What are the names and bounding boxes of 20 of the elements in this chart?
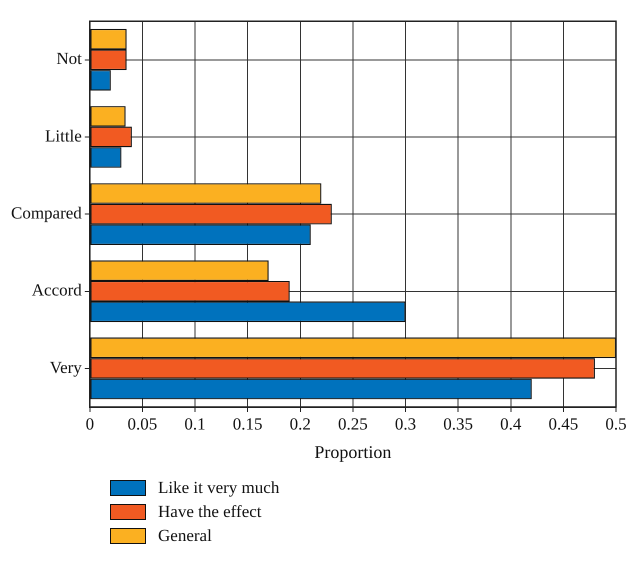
x-tick-label: 0.2 <box>290 414 311 434</box>
legend-label: General <box>158 526 212 546</box>
x-tick-label: 0.45 <box>548 414 578 434</box>
x-tick-label: 0.3 <box>394 414 416 434</box>
x-tick-label: 0.4 <box>500 414 522 434</box>
x-tick-label: 0.1 <box>184 414 206 434</box>
x-tick-label: 0.05 <box>128 414 158 434</box>
x-axis-title: Proportion <box>314 442 392 462</box>
x-tick-label: 0 <box>86 414 94 434</box>
x-tick-label: 0.15 <box>232 414 263 434</box>
legend-label: Have the effect <box>158 502 262 522</box>
y-tick-label: Little <box>44 126 82 146</box>
y-tick-label: Accord <box>32 280 82 300</box>
x-tick-label: 0.5 <box>605 414 627 434</box>
y-tick-label: Not <box>56 49 82 68</box>
y-tick-label: Very <box>50 358 82 377</box>
x-tick-label: 0.25 <box>338 414 368 434</box>
legend-label: Like it very much <box>158 478 280 498</box>
y-tick-label: Compared <box>10 204 82 223</box>
x-tick-label: 0.35 <box>443 414 474 434</box>
